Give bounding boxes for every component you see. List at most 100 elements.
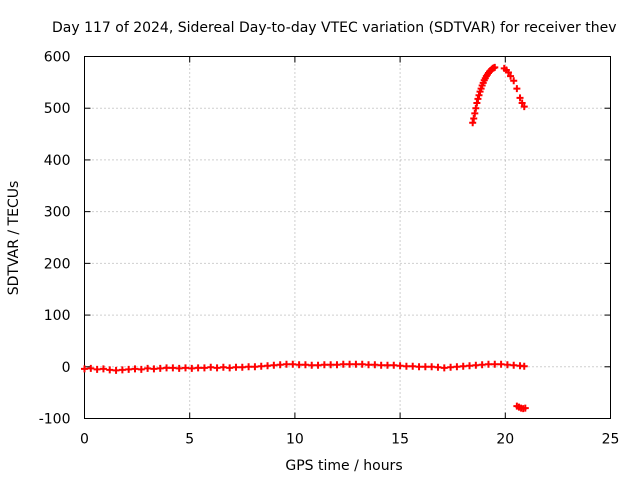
data-point-baseline <box>131 365 139 373</box>
data-point-baseline <box>333 361 341 369</box>
data-point-baseline <box>245 363 253 371</box>
data-point-baseline <box>428 363 436 371</box>
y-axis-label: SDTVAR / TECUs <box>6 181 22 296</box>
data-point-baseline <box>295 361 303 369</box>
data-point-baseline <box>264 362 272 370</box>
x-axis-label: GPS time / hours <box>285 458 402 474</box>
y-tick-label: 0 <box>62 360 71 376</box>
data-point-arc <box>474 95 482 103</box>
data-point-baseline <box>270 361 278 369</box>
data-point-baseline <box>510 361 518 369</box>
x-tick-label: 10 <box>286 432 304 448</box>
data-point-arc <box>507 72 515 80</box>
ticks: 0 5 10 15 20 25 -100 0 100 200 300 400 500 600 <box>39 50 620 448</box>
data-point-baseline <box>200 364 208 372</box>
data-point-baseline <box>459 362 467 370</box>
data-point-baseline <box>194 364 202 372</box>
y-tick-label: 400 <box>44 153 71 169</box>
y-tick-label: -100 <box>39 412 71 428</box>
data-point-baseline <box>81 365 88 373</box>
data-point-baseline <box>219 363 227 371</box>
data-point-arc <box>469 119 477 127</box>
data-point-arc <box>516 94 524 102</box>
data-point-arc <box>491 63 499 71</box>
data-point-baseline <box>503 361 511 369</box>
data-point-baseline <box>156 364 164 372</box>
x-tick-label: 0 <box>80 432 89 448</box>
data-point-arc <box>513 85 521 93</box>
data-point-baseline <box>447 363 455 371</box>
data-point-baseline <box>365 361 373 369</box>
data-point-arc <box>510 77 518 85</box>
data-point-baseline <box>440 364 448 372</box>
y-tick-label: 100 <box>44 308 71 324</box>
y-tick-label: 600 <box>44 50 71 66</box>
data-point-baseline <box>434 363 442 371</box>
data-point-baseline <box>383 361 391 369</box>
data-point-baseline <box>390 361 398 369</box>
data-point-arc <box>472 104 480 112</box>
data-point-baseline <box>169 364 177 372</box>
data-point-baseline <box>207 363 215 371</box>
data-point-baseline <box>320 361 328 369</box>
y-tick-label: 300 <box>44 205 71 221</box>
data-point-baseline <box>112 366 120 374</box>
data-point-baseline <box>491 360 499 368</box>
data-point-baseline <box>409 362 417 370</box>
data-point-baseline <box>276 361 284 369</box>
data-point-baseline <box>226 364 234 372</box>
plot-frame <box>84 56 611 419</box>
data-point-baseline <box>484 360 492 368</box>
data-point-arc <box>520 103 528 111</box>
data-point-baseline <box>175 364 183 372</box>
y-tick-label: 200 <box>44 256 71 272</box>
data-point-baseline <box>402 362 410 370</box>
data-point-baseline <box>352 360 360 368</box>
y-tick-label: 500 <box>44 101 71 117</box>
data-point-baseline <box>314 361 322 369</box>
data-point-baseline <box>453 363 461 371</box>
data-point-baseline <box>289 360 297 368</box>
data-point-baseline <box>377 361 385 369</box>
data-point-baseline <box>99 365 107 373</box>
data-point-baseline <box>118 366 126 374</box>
grid <box>84 56 611 419</box>
data-point-baseline <box>478 361 486 369</box>
data-point-baseline <box>87 364 95 372</box>
data-point-baseline <box>106 366 114 374</box>
data-point-baseline <box>163 364 171 372</box>
data-point-baseline <box>181 364 189 372</box>
data-point-arc <box>475 91 483 99</box>
data-point-baseline <box>125 365 133 373</box>
data-point-baseline <box>371 361 379 369</box>
data-point-arc <box>473 99 481 107</box>
data-point-baseline <box>520 362 528 370</box>
data-point-baseline <box>346 360 354 368</box>
data-point-arc <box>470 115 478 123</box>
x-tick-label: 20 <box>496 432 514 448</box>
data-point-baseline <box>188 364 196 372</box>
x-tick-label: 15 <box>391 432 409 448</box>
data-markers <box>81 63 529 413</box>
data-point-baseline <box>137 365 145 373</box>
x-tick-label: 5 <box>185 432 194 448</box>
data-point-baseline <box>466 362 474 370</box>
data-point-outliers <box>521 404 529 412</box>
data-point-baseline <box>257 362 265 370</box>
data-point-baseline <box>144 364 152 372</box>
data-point-baseline <box>282 360 290 368</box>
data-point-baseline <box>327 361 335 369</box>
data-point-baseline <box>213 364 221 372</box>
data-point-baseline <box>497 360 505 368</box>
data-point-baseline <box>472 361 480 369</box>
data-point-baseline <box>301 361 309 369</box>
data-point-baseline <box>238 363 246 371</box>
data-point-baseline <box>358 360 366 368</box>
x-tick-label: 25 <box>602 432 620 448</box>
data-point-baseline <box>232 363 240 371</box>
data-point-arc <box>471 109 479 117</box>
data-point-baseline <box>339 360 347 368</box>
data-point-baseline <box>308 361 316 369</box>
data-point-baseline <box>396 362 404 370</box>
data-point-baseline <box>421 363 429 371</box>
